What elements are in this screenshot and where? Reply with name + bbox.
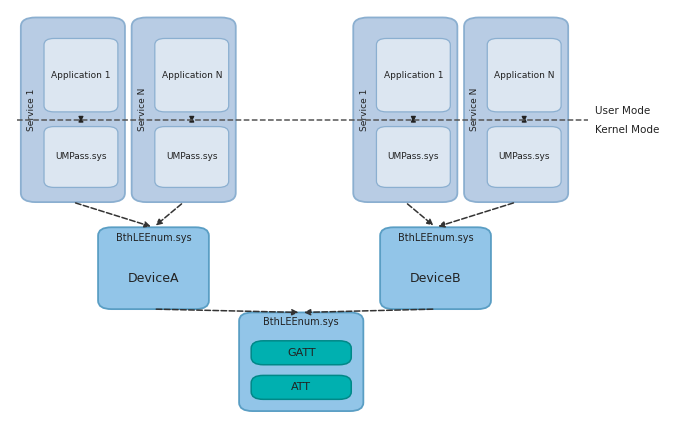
FancyBboxPatch shape	[380, 227, 491, 309]
FancyBboxPatch shape	[44, 127, 118, 187]
FancyBboxPatch shape	[353, 18, 458, 202]
FancyBboxPatch shape	[251, 341, 351, 365]
FancyBboxPatch shape	[239, 312, 364, 411]
Text: DeviceA: DeviceA	[128, 272, 179, 285]
FancyBboxPatch shape	[251, 376, 351, 400]
Text: GATT: GATT	[287, 348, 315, 358]
FancyBboxPatch shape	[21, 18, 125, 202]
Text: BthLEEnum.sys: BthLEEnum.sys	[263, 317, 339, 327]
Text: ATT: ATT	[291, 382, 311, 392]
FancyBboxPatch shape	[376, 127, 450, 187]
Text: UMPass.sys: UMPass.sys	[498, 152, 550, 162]
Text: Service 1: Service 1	[27, 88, 36, 131]
FancyBboxPatch shape	[487, 38, 561, 112]
Text: Service 1: Service 1	[359, 88, 368, 131]
Text: Application N: Application N	[494, 71, 554, 80]
Text: BthLEEnum.sys: BthLEEnum.sys	[397, 233, 473, 243]
FancyBboxPatch shape	[376, 38, 450, 112]
FancyBboxPatch shape	[98, 227, 209, 309]
FancyBboxPatch shape	[131, 18, 236, 202]
Text: UMPass.sys: UMPass.sys	[166, 152, 217, 162]
FancyBboxPatch shape	[464, 18, 568, 202]
FancyBboxPatch shape	[155, 127, 229, 187]
Text: User Mode: User Mode	[595, 106, 651, 116]
FancyBboxPatch shape	[487, 127, 561, 187]
Text: UMPass.sys: UMPass.sys	[56, 152, 107, 162]
Text: BthLEEnum.sys: BthLEEnum.sys	[116, 233, 192, 243]
Text: Application 1: Application 1	[51, 71, 111, 80]
Text: Service N: Service N	[138, 88, 147, 131]
Text: UMPass.sys: UMPass.sys	[388, 152, 439, 162]
FancyBboxPatch shape	[155, 38, 229, 112]
Text: Service N: Service N	[471, 88, 479, 131]
Text: Kernel Mode: Kernel Mode	[595, 125, 659, 135]
Text: DeviceB: DeviceB	[410, 272, 461, 285]
Text: Application 1: Application 1	[384, 71, 443, 80]
Text: Application N: Application N	[162, 71, 222, 80]
FancyBboxPatch shape	[44, 38, 118, 112]
